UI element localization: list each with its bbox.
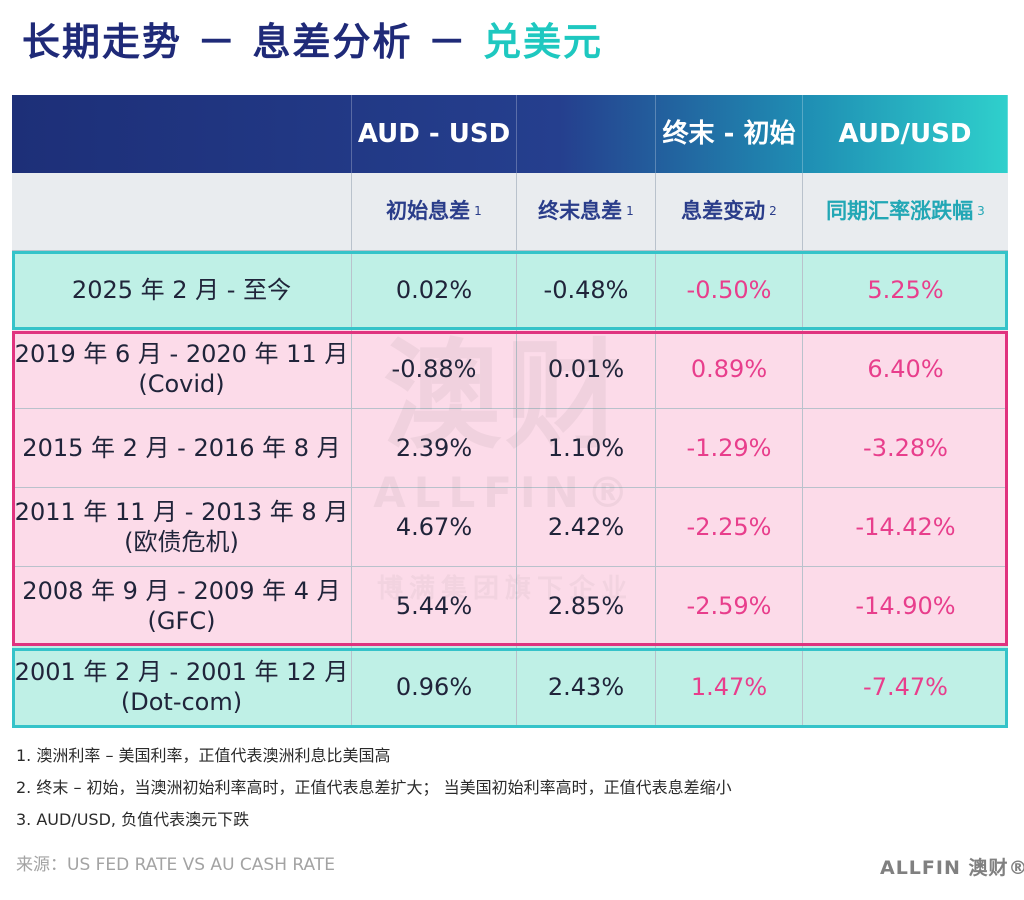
table-row: 2025 年 2 月 - 至今 0.02% -0.48% -0.50% 5.25… [12, 251, 1008, 330]
page-title: 长期走势 － 息差分析 － 兑美元 [22, 10, 603, 74]
period-cell: 2015 年 2 月 - 2016 年 8 月 [12, 409, 352, 488]
table-row: 2015 年 2 月 - 2016 年 8 月 2.39% 1.10% -1.2… [12, 409, 1008, 488]
spread-change-cell: -0.50% [656, 251, 803, 330]
footnote-2: 2. 终末 – 初始，当澳洲初始利率高时，正值代表息差扩大； 当美国初始利率高时… [16, 778, 732, 797]
header1-aud-usd: AUD - USD [352, 95, 517, 173]
header2-final-spread: 终末息差 1 [517, 173, 656, 251]
title-main: 长期走势 － 息差分析 － [22, 20, 468, 64]
fx-change-cell: 5.25% [803, 251, 1008, 330]
header2-initial-label: 初始息差 [386, 199, 471, 224]
fx-change-cell: -14.42% [803, 488, 1008, 567]
footnote-1: 1. 澳洲利率 – 美国利率，正值代表澳洲利息比美国高 [16, 746, 391, 765]
brand-logo: ALLFIN 澳财® [880, 857, 1024, 879]
fx-change-cell: -7.47% [863, 673, 948, 701]
fx-change-cell: -14.90% [803, 567, 1008, 646]
header-row-2: 初始息差 1 终末息差 1 息差变动 2 同期汇率涨跌幅 3 [12, 173, 1008, 251]
spread-change-cell: 1.47% [656, 646, 803, 728]
header1-audusd: AUD/USD [803, 95, 1008, 173]
spread-change-cell: 0.89% [656, 330, 803, 409]
table-row: 2001 年 2 月 - 2001 年 12 月 (Dot-com) 0.96% … [12, 646, 1008, 728]
title-sub: 兑美元 [482, 20, 603, 64]
period-cell: 2019 年 6 月 - 2020 年 11 月 (Covid) [12, 330, 352, 409]
final-spread-cell: 2.85% [517, 567, 656, 646]
footnote-ref: 2 [769, 204, 777, 218]
initial-spread-cell: 5.44% [352, 567, 517, 646]
fx-change-cell: 6.40% [803, 330, 1008, 409]
header1-empty [517, 95, 656, 173]
final-spread-cell: 2.43% [517, 646, 656, 728]
initial-spread-cell: -0.88% [352, 330, 517, 409]
initial-spread-cell: 0.02% [352, 251, 517, 330]
spread-change-cell: -2.25% [656, 488, 803, 567]
spread-change-cell: -2.59% [656, 567, 803, 646]
footnote-ref: 1 [474, 204, 482, 218]
period-cell: 2001 年 2 月 - 2001 年 12 月 (Dot-com) [12, 646, 352, 728]
footnote-ref: 3 [977, 204, 985, 218]
header2-period [12, 173, 352, 251]
source-note: 来源：US FED RATE VS AU CASH RATE [16, 855, 335, 875]
final-spread-cell: 0.01% [517, 330, 656, 409]
table-row: 2008 年 9 月 - 2009 年 4 月 (GFC) 5.44% 2.85%… [12, 567, 1008, 646]
header1-period [12, 95, 352, 173]
final-spread-cell: 1.10% [517, 409, 656, 488]
period-cell: 2025 年 2 月 - 至今 [12, 251, 352, 330]
header2-fx-change: 同期汇率涨跌幅 3 [803, 173, 1008, 251]
final-spread-cell: -0.48% [517, 251, 656, 330]
fx-change-cell: -3.28% [803, 409, 1008, 488]
final-spread-cell: 2.42% [517, 488, 656, 567]
header-row-1: AUD - USD 终末 - 初始 AUD/USD [12, 95, 1008, 173]
spread-table: AUD - USD 终末 - 初始 AUD/USD 初始息差 1 终末息差 1 息差… [12, 95, 1008, 728]
header2-final-label: 终末息差 [538, 199, 623, 224]
initial-spread-cell: 4.67% [352, 488, 517, 567]
initial-spread-cell: 0.96% [352, 646, 517, 728]
initial-spread-cell: 2.39% [352, 409, 517, 488]
table-row: 2011 年 11 月 - 2013 年 8 月 (欧债危机) 4.67% 2.4… [12, 488, 1008, 567]
header2-fx-label: 同期汇率涨跌幅 [826, 199, 974, 224]
header2-change-label: 息差变动 [681, 199, 766, 224]
table-row: 2019 年 6 月 - 2020 年 11 月 (Covid) -0.88% 0… [12, 330, 1008, 409]
spread-change-cell: -1.29% [656, 409, 803, 488]
footnote-ref: 1 [626, 204, 634, 218]
period-cell: 2008 年 9 月 - 2009 年 4 月 (GFC) [12, 567, 352, 646]
header1-end-minus-start: 终末 - 初始 [656, 95, 803, 173]
footnotes: 1. 澳洲利率 – 美国利率，正值代表澳洲利息比美国高 2. 终末 – 初始，当… [16, 740, 732, 836]
header2-spread-change: 息差变动 2 [656, 173, 803, 251]
header2-initial-spread: 初始息差 1 [352, 173, 517, 251]
period-cell: 2011 年 11 月 - 2013 年 8 月 (欧债危机) [12, 488, 352, 567]
footnote-3: 3. AUD/USD, 负值代表澳元下跌 [16, 810, 250, 829]
